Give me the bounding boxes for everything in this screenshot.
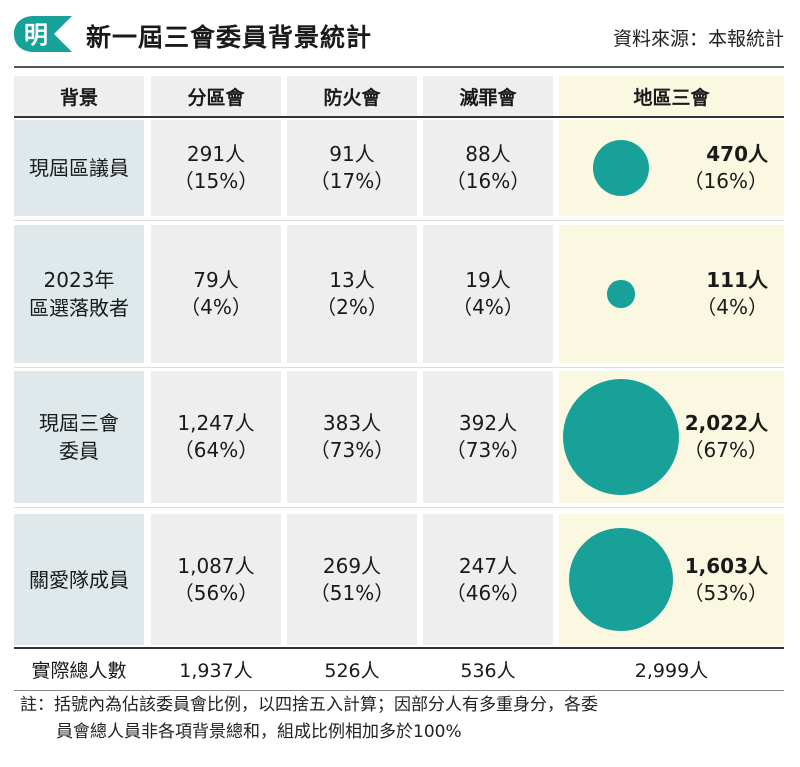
summary-count: 111人 xyxy=(696,267,768,294)
row-label: 關愛隊成員 xyxy=(14,514,144,645)
table-cell: 269人 （51%） xyxy=(287,514,417,645)
totals-divider xyxy=(14,647,784,649)
proportion-circle xyxy=(607,280,634,307)
row-divider xyxy=(14,367,784,368)
row-label-line: 委員 xyxy=(59,437,99,465)
page-title: 新一屆三會委員背景統計 xyxy=(86,18,372,54)
row-label-line: 現屆三會 xyxy=(39,409,119,437)
table-header-row: 背景 分區會 防火會 滅罪會 地區三會 xyxy=(14,76,784,116)
cell-percent: （17%） xyxy=(310,168,394,195)
table-cell: 19人 （4%） xyxy=(423,225,553,363)
cell-count: 247人 xyxy=(459,553,517,580)
table-cell: 91人 （17%） xyxy=(287,120,417,216)
cell-count: 13人 xyxy=(329,267,374,294)
table-cell: 392人 （73%） xyxy=(423,371,553,503)
cell-percent: （51%） xyxy=(310,580,394,607)
column-header-fire-safety: 防火會 xyxy=(287,76,417,116)
summary-value: 2,022人 （67%） xyxy=(684,410,768,464)
cell-count: 269人 xyxy=(323,553,381,580)
totals-value: 1,937人 xyxy=(151,651,281,687)
header: 明 新一屆三會委員背景統計 資料來源：本報統計 xyxy=(0,0,800,72)
cell-percent: （16%） xyxy=(446,168,530,195)
row-label: 現屆區議員 xyxy=(14,120,144,216)
source-label: 資料來源：本報統計 xyxy=(613,24,784,51)
row-label-line: 2023年 xyxy=(44,266,115,294)
cell-percent: （64%） xyxy=(174,437,258,464)
summary-value: 470人 （16%） xyxy=(684,141,768,195)
cell-count: 392人 xyxy=(459,410,517,437)
proportion-circle xyxy=(563,379,679,495)
totals-value: 536人 xyxy=(423,651,553,687)
summary-percent: （4%） xyxy=(696,294,768,321)
row-divider xyxy=(14,220,784,221)
footnote: 註：括號內為佔該委員會比例，以四捨五入計算；因部分人有多重身分，各委 員會總人員… xyxy=(20,692,780,746)
totals-rule xyxy=(14,690,784,691)
row-label: 現屆三會 委員 xyxy=(14,371,144,503)
proportion-circle xyxy=(569,528,672,631)
cell-percent: （4%） xyxy=(180,294,252,321)
proportion-circle xyxy=(593,140,649,196)
summary-cell: 470人 （16%） xyxy=(559,120,784,216)
summary-count: 2,022人 xyxy=(684,410,768,437)
totals-row: 實際總人數 1,937人 526人 536人 2,999人 xyxy=(14,651,784,687)
table-cell: 88人 （16%） xyxy=(423,120,553,216)
table-cell: 1,247人 （64%） xyxy=(151,371,281,503)
summary-cell: 1,603人 （53%） xyxy=(559,514,784,645)
cell-percent: （73%） xyxy=(446,437,530,464)
header-rule xyxy=(14,66,784,68)
cell-percent: （2%） xyxy=(316,294,388,321)
table-cell: 79人 （4%） xyxy=(151,225,281,363)
summary-count: 470人 xyxy=(684,141,768,168)
cell-count: 19人 xyxy=(465,267,510,294)
table-cell: 291人 （15%） xyxy=(151,120,281,216)
summary-value: 1,603人 （53%） xyxy=(684,553,768,607)
cell-count: 291人 xyxy=(187,141,245,168)
column-header-fight-crime: 滅罪會 xyxy=(423,76,553,116)
cell-count: 383人 xyxy=(323,410,381,437)
summary-cell: 2,022人 （67%） xyxy=(559,371,784,503)
column-header-background: 背景 xyxy=(14,76,144,116)
row-label-line: 區選落敗者 xyxy=(29,294,129,322)
table-cell: 383人 （73%） xyxy=(287,371,417,503)
table-cell: 247人 （46%） xyxy=(423,514,553,645)
summary-cell: 111人 （4%） xyxy=(559,225,784,363)
summary-value: 111人 （4%） xyxy=(696,267,768,321)
summary-percent: （16%） xyxy=(684,168,768,195)
footnote-line-1: 註：括號內為佔該委員會比例，以四捨五入計算；因部分人有多重身分，各委 xyxy=(20,695,598,715)
row-label-line: 關愛隊成員 xyxy=(29,566,129,594)
totals-value: 2,999人 xyxy=(559,651,784,687)
svg-text:明: 明 xyxy=(24,20,48,49)
cell-count: 79人 xyxy=(193,267,238,294)
summary-percent: （53%） xyxy=(684,580,768,607)
table-cell: 1,087人 （56%） xyxy=(151,514,281,645)
cell-percent: （56%） xyxy=(174,580,258,607)
column-header-district-council: 分區會 xyxy=(151,76,281,116)
ming-pao-logo: 明 xyxy=(10,12,74,56)
cell-percent: （15%） xyxy=(174,168,258,195)
footnote-line-2: 員會總人員非各項背景總和，組成比例相加多於100% xyxy=(20,719,780,746)
table-cell: 13人 （2%） xyxy=(287,225,417,363)
cell-percent: （73%） xyxy=(310,437,394,464)
header-divider xyxy=(14,116,784,118)
cell-percent: （4%） xyxy=(452,294,524,321)
cell-percent: （46%） xyxy=(446,580,530,607)
summary-count: 1,603人 xyxy=(684,553,768,580)
totals-value: 526人 xyxy=(287,651,417,687)
summary-percent: （67%） xyxy=(684,437,768,464)
column-header-three-committees: 地區三會 xyxy=(559,76,784,116)
cell-count: 1,087人 xyxy=(177,553,254,580)
cell-count: 91人 xyxy=(329,141,374,168)
cell-count: 1,247人 xyxy=(177,410,254,437)
row-label-line: 現屆區議員 xyxy=(29,154,129,182)
row-divider xyxy=(14,507,784,508)
row-label: 2023年 區選落敗者 xyxy=(14,225,144,363)
totals-label: 實際總人數 xyxy=(14,651,144,687)
cell-count: 88人 xyxy=(465,141,510,168)
